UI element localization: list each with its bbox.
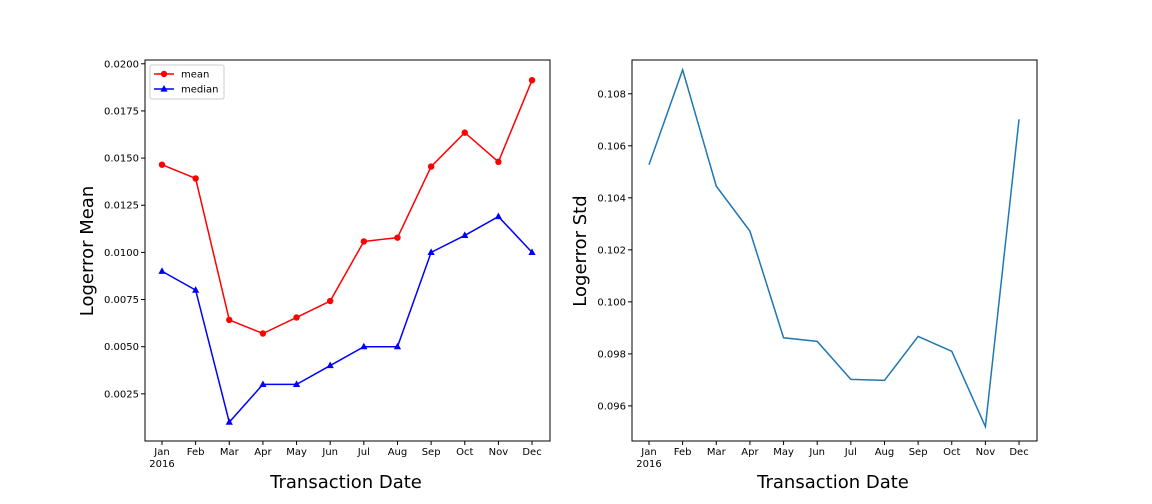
data-point bbox=[225, 418, 233, 425]
data-point bbox=[528, 76, 536, 84]
data-point bbox=[192, 286, 200, 293]
y-tick-label: 0.0100 bbox=[104, 248, 139, 259]
y-tick-label: 0.0025 bbox=[104, 389, 139, 400]
legend-label: mean bbox=[181, 70, 209, 81]
series-median bbox=[158, 212, 536, 425]
y-tick-label: 0.108 bbox=[597, 89, 626, 100]
x-tick-label: Jul bbox=[357, 447, 370, 458]
series-line bbox=[161, 79, 533, 335]
axes-frame bbox=[144, 59, 551, 442]
data-point bbox=[495, 158, 502, 166]
series-line bbox=[648, 67, 1020, 430]
x-tick-label: Apr bbox=[741, 447, 759, 458]
x-tick-label: May bbox=[773, 447, 794, 458]
x-tick-label: Nov bbox=[489, 447, 509, 458]
x-tick-label: Apr bbox=[254, 447, 272, 458]
legend-label: median bbox=[181, 85, 219, 96]
x-tick-label: Oct bbox=[456, 447, 473, 458]
data-point bbox=[259, 330, 267, 337]
x-tick-label: Jan bbox=[153, 447, 169, 458]
y-axis: 0.0025 0.0050 0.0075 0.0100 0.0125 0.0150 0.01… bbox=[104, 59, 145, 400]
x-axis-label: Transaction Date bbox=[269, 472, 422, 493]
data-point bbox=[293, 314, 300, 321]
x-tick-label: Aug bbox=[388, 447, 408, 458]
x-tick-label: Nov bbox=[976, 447, 996, 458]
x-tick-label: Jun bbox=[808, 447, 825, 458]
data-point bbox=[259, 380, 267, 388]
x-tick-label: Jul bbox=[844, 447, 857, 458]
data-point bbox=[461, 231, 469, 239]
data-point bbox=[292, 380, 301, 388]
data-point bbox=[427, 163, 435, 170]
x-tick-label: Feb bbox=[187, 447, 205, 458]
data-point bbox=[528, 248, 536, 255]
legend: mean median bbox=[149, 64, 225, 100]
data-point bbox=[394, 234, 401, 241]
data-point bbox=[427, 248, 435, 255]
x-axis-label: Transaction Date bbox=[756, 472, 909, 493]
y-axis-label: Logerror Std bbox=[570, 195, 591, 306]
x-tick-label: Jun bbox=[321, 447, 338, 458]
y-tick-label: 0.0050 bbox=[104, 342, 139, 353]
x-axis: Jan Feb Mar Apr May Jun Jul Aug Sep Oct Nov Dec 2016 bbox=[149, 441, 542, 470]
data-point bbox=[393, 342, 402, 350]
data-point bbox=[158, 267, 166, 274]
x-axis: Jan Feb Mar Apr May Jun Jul Aug Sep Oct Nov Dec 2016 bbox=[636, 441, 1029, 470]
y-axis-label: Logerror Mean bbox=[77, 186, 98, 317]
y-tick-label: 0.100 bbox=[597, 297, 626, 308]
y-tick-label: 0.106 bbox=[597, 141, 626, 152]
data-point bbox=[360, 342, 368, 350]
x-tick-label: Sep bbox=[909, 447, 928, 458]
x-tick-label: Sep bbox=[422, 447, 441, 458]
x-tick-label: Oct bbox=[943, 447, 960, 458]
series-line bbox=[648, 67, 1020, 430]
data-point bbox=[226, 316, 233, 324]
data-point bbox=[158, 161, 166, 168]
series-mean bbox=[158, 76, 536, 337]
chart-logerror-mean: 0.0025 0.0050 0.0075 0.0100 0.0125 0.0150 0.01… bbox=[77, 59, 551, 493]
x-tick-year-label: 2016 bbox=[636, 459, 661, 470]
y-tick-label: 0.098 bbox=[597, 349, 626, 360]
data-point bbox=[360, 238, 368, 245]
y-tick-label: 0.104 bbox=[597, 193, 626, 204]
x-tick-label: Mar bbox=[220, 447, 240, 458]
x-tick-label: Aug bbox=[875, 447, 895, 458]
y-tick-label: 0.0075 bbox=[104, 295, 139, 306]
y-axis: 0.096 0.098 0.100 0.102 0.104 0.106 0.108 bbox=[597, 89, 632, 412]
legend-marker bbox=[160, 85, 168, 92]
y-tick-label: 0.102 bbox=[597, 245, 626, 256]
series-line bbox=[161, 215, 533, 424]
x-tick-year-label: 2016 bbox=[149, 459, 174, 470]
data-point bbox=[461, 129, 468, 136]
x-tick-label: Jan bbox=[640, 447, 656, 458]
x-tick-label: Mar bbox=[707, 447, 727, 458]
legend-marker bbox=[160, 70, 168, 78]
x-tick-label: Dec bbox=[522, 447, 541, 458]
data-point bbox=[326, 361, 334, 369]
data-point bbox=[192, 175, 199, 182]
x-tick-label: Feb bbox=[674, 447, 692, 458]
y-tick-label: 0.0175 bbox=[104, 106, 139, 117]
y-tick-label: 0.0125 bbox=[104, 201, 139, 212]
y-tick-label: 0.096 bbox=[597, 401, 626, 412]
y-tick-label: 0.0200 bbox=[104, 59, 139, 70]
data-point bbox=[494, 212, 502, 220]
x-tick-label: May bbox=[286, 447, 307, 458]
data-point bbox=[327, 297, 334, 305]
axes-frame bbox=[631, 59, 1038, 442]
y-tick-label: 0.0150 bbox=[104, 154, 139, 165]
chart-logerror-std: 0.096 0.098 0.100 0.102 0.104 0.106 0.108 Jan Fe… bbox=[570, 59, 1038, 493]
x-tick-label: Dec bbox=[1009, 447, 1028, 458]
